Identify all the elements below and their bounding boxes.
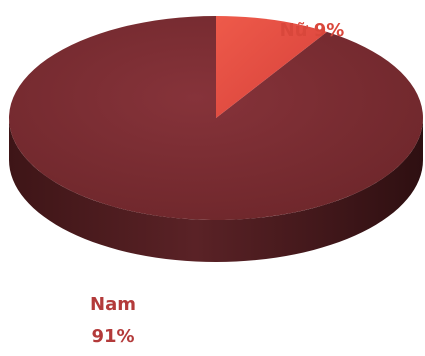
pie-slice-nu [216,16,327,118]
label-nam-name: Nam [90,294,136,315]
pie-slice-nam [8,16,423,220]
label-nam-value: 91% [91,326,134,347]
pie-depth-side [9,118,423,262]
label-nu: Nữ 9% [280,20,345,41]
